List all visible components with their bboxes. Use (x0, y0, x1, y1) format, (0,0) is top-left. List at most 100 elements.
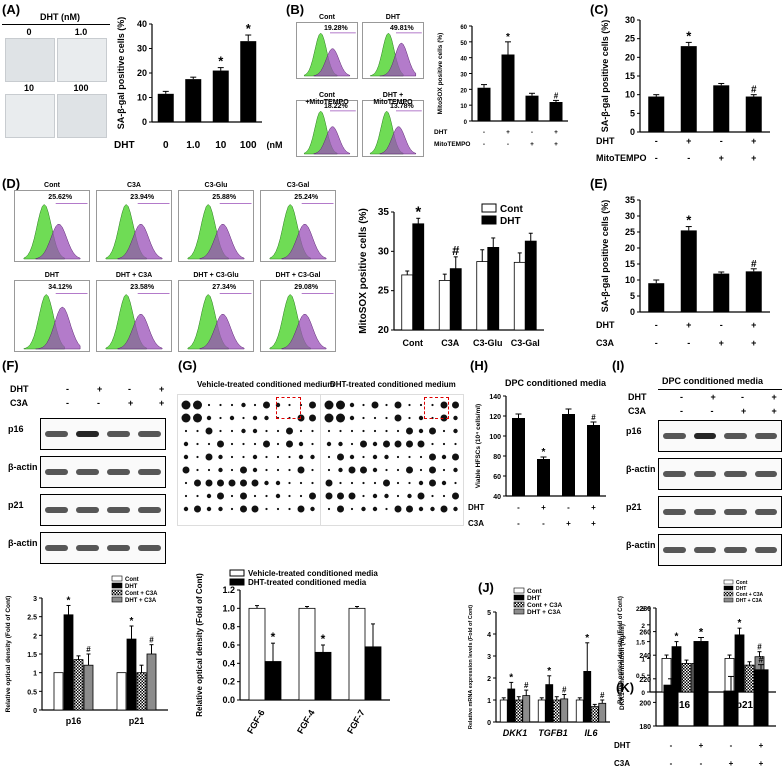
x-tick-label: p21 (129, 716, 145, 726)
y-tick-label: 1 (33, 671, 37, 678)
treated-distribution (281, 223, 327, 260)
array-spot (452, 492, 459, 500)
y-tick-label: 20 (625, 52, 635, 62)
flow-histogram: Cont 25.62% (14, 182, 90, 262)
y-tick-label: 120 (489, 414, 501, 421)
flow-condition-label: Cont (319, 14, 335, 21)
array-spot (396, 468, 400, 472)
array-spot (441, 480, 447, 486)
blot-band (76, 507, 99, 513)
flow-condition-label: DHT + C3-Glu (193, 272, 239, 279)
y-tick-label: 40 (493, 494, 501, 501)
array-spot (337, 505, 344, 513)
panel-h-title: DPC conditioned media (505, 378, 607, 388)
array-spot (350, 442, 354, 446)
flow-histogram: DHT 34.12% (14, 272, 90, 352)
array-spot (440, 505, 448, 513)
array-spot (217, 479, 224, 487)
blot-label: β-actin (626, 540, 656, 550)
sign-mark: - (655, 153, 658, 163)
array-spot (373, 429, 377, 433)
blot-band (663, 433, 686, 439)
flow-histogram-plot (303, 32, 356, 77)
array-spot (297, 414, 305, 422)
bar (680, 230, 697, 312)
y-tick-label: 0.0 (222, 695, 235, 705)
array-spot (325, 492, 333, 500)
sign-mark: + (741, 406, 747, 416)
sign-mark: + (719, 153, 724, 163)
array-spot (385, 468, 388, 472)
array-spot (196, 442, 199, 446)
array-spot (408, 455, 411, 459)
array-spot (183, 506, 189, 512)
bar (598, 702, 607, 723)
blot-label: p16 (8, 424, 24, 434)
significance-hash: # (758, 655, 763, 665)
array-spot (206, 506, 212, 512)
x-tick-label: C3-Glu (473, 338, 503, 348)
bar (73, 659, 84, 711)
array-spot (265, 468, 268, 472)
y-tick-label: 3 (33, 596, 37, 603)
sign-row-label: MitoTEMPO (434, 141, 470, 148)
array-spot (241, 428, 246, 434)
sign-row-label: C3A (614, 759, 630, 768)
bar (537, 699, 546, 723)
panel-f-chart: 0 0.5 1 1.5 2 2.5 3 Relative optical density (F… (5, 575, 168, 726)
panel-g-highlight-dht (424, 397, 449, 419)
array-spot (384, 493, 389, 499)
significance-hash: # (591, 413, 596, 422)
array-spot (288, 494, 291, 498)
array-spot (394, 401, 402, 409)
flow-percentage: 25.62% (48, 193, 73, 201)
sign-mark: - (483, 129, 485, 136)
array-spot (288, 403, 291, 407)
array-spot (325, 479, 333, 487)
y-axis-label: Relative optical density (Fold of Cont) (5, 596, 12, 713)
x-tick-label: 10 (215, 140, 227, 151)
y-tick-label: 25 (625, 227, 635, 237)
array-spot (288, 481, 291, 485)
array-spot (205, 479, 213, 487)
bar (487, 247, 500, 331)
sign-mark: - (483, 141, 485, 148)
sign-mark: + (759, 741, 764, 750)
y-tick-label: 30 (137, 44, 147, 54)
array-spot (218, 506, 223, 512)
treated-distribution (35, 223, 81, 260)
sign-mark: + (710, 392, 716, 402)
sign-mark: + (751, 136, 756, 146)
blot-strip (658, 420, 782, 452)
array-spot (265, 455, 268, 459)
flow-histogram: C3A 23.94% (96, 182, 172, 262)
array-spot (181, 400, 191, 410)
legend-label: DHT (500, 216, 521, 227)
array-spot (311, 442, 314, 446)
array-spot (442, 468, 446, 472)
legend-label: Vehicle-treated conditioned media (248, 569, 378, 578)
significance-hash: # (524, 681, 529, 690)
legend-swatch (111, 582, 123, 589)
y-axis-label: SA-β-gal positive cells (%) (600, 200, 610, 313)
x-tick-label: p16 (66, 716, 82, 726)
x-tick-label: C3-Gal (511, 338, 540, 348)
panel-a-header: DHT (nM) (40, 12, 80, 22)
sign-mark: + (566, 519, 571, 528)
array-spot (394, 440, 402, 448)
panel-label-i: (I) (612, 358, 625, 373)
array-spot (218, 467, 223, 473)
treated-distribution (35, 306, 81, 350)
bar (476, 261, 489, 331)
array-spot (385, 429, 388, 433)
bar (499, 699, 508, 723)
array-spot (453, 428, 458, 434)
significance-star: * (699, 627, 704, 639)
y-tick-label: 0.5 (636, 673, 645, 680)
bar (401, 274, 414, 331)
array-spot (362, 455, 365, 459)
bar (590, 706, 599, 723)
panel-g-array-dht (320, 394, 464, 526)
significance-star: * (130, 616, 134, 627)
array-spot (372, 493, 378, 499)
